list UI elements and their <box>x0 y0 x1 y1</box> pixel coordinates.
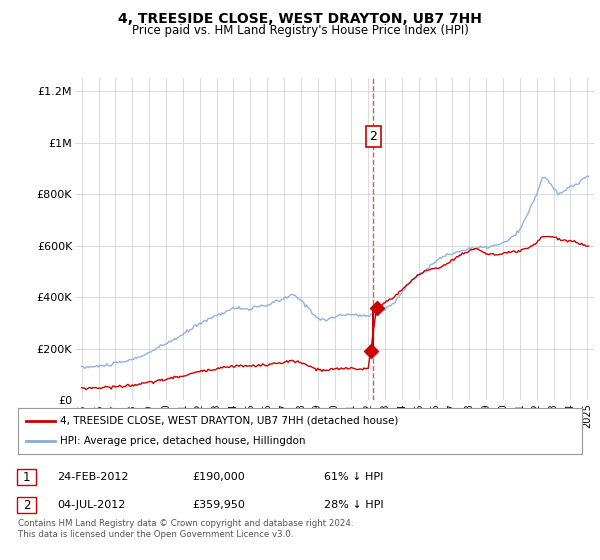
Text: HPI: Average price, detached house, Hillingdon: HPI: Average price, detached house, Hill… <box>60 436 306 446</box>
Text: 04-JUL-2012: 04-JUL-2012 <box>57 500 125 510</box>
Text: 28% ↓ HPI: 28% ↓ HPI <box>324 500 383 510</box>
Text: Contains HM Land Registry data © Crown copyright and database right 2024.
This d: Contains HM Land Registry data © Crown c… <box>18 520 353 539</box>
Text: 2: 2 <box>370 130 377 143</box>
Text: 2: 2 <box>23 498 30 512</box>
Text: 61% ↓ HPI: 61% ↓ HPI <box>324 472 383 482</box>
Text: 1: 1 <box>23 470 30 484</box>
Text: Price paid vs. HM Land Registry's House Price Index (HPI): Price paid vs. HM Land Registry's House … <box>131 24 469 37</box>
Text: 4, TREESIDE CLOSE, WEST DRAYTON, UB7 7HH (detached house): 4, TREESIDE CLOSE, WEST DRAYTON, UB7 7HH… <box>60 416 398 426</box>
Text: £359,950: £359,950 <box>192 500 245 510</box>
Text: 4, TREESIDE CLOSE, WEST DRAYTON, UB7 7HH: 4, TREESIDE CLOSE, WEST DRAYTON, UB7 7HH <box>118 12 482 26</box>
Text: £190,000: £190,000 <box>192 472 245 482</box>
Text: 24-FEB-2012: 24-FEB-2012 <box>57 472 128 482</box>
